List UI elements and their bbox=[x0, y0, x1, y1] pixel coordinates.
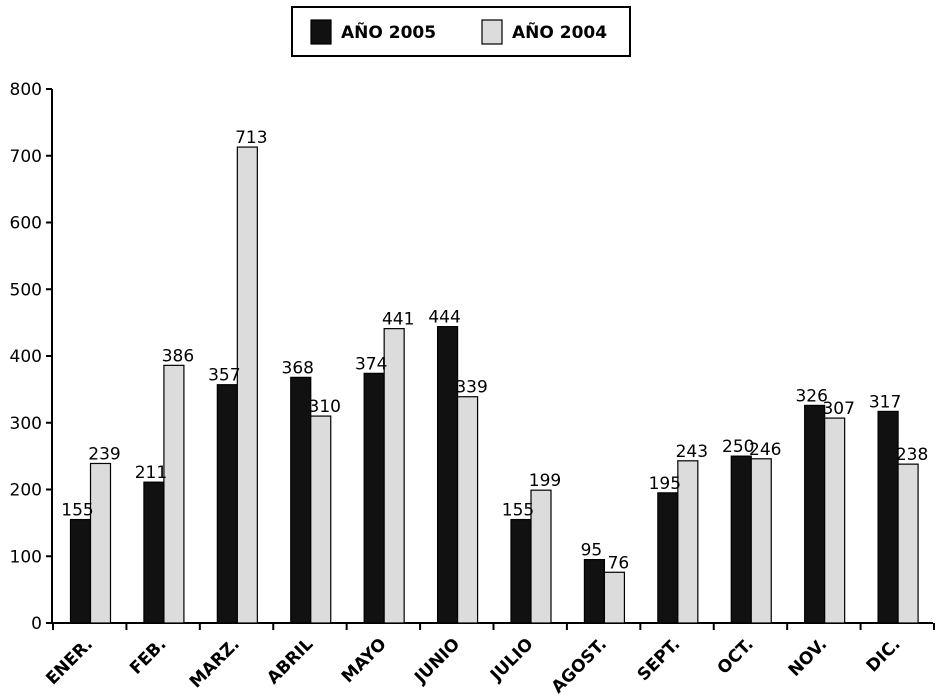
y-tick-label: 200 bbox=[10, 481, 42, 501]
x-tick-label: SEPT. bbox=[634, 634, 685, 685]
data-label: 238 bbox=[896, 445, 928, 465]
y-tick-label: 600 bbox=[10, 214, 42, 234]
x-tick-label: OCT. bbox=[714, 634, 758, 678]
data-label: 374 bbox=[355, 354, 387, 374]
bar-ano-2004 bbox=[236, 146, 258, 624]
y-tick-label: 800 bbox=[10, 80, 42, 100]
bar-ano-2004 bbox=[603, 571, 626, 624]
bar-ano-2005 bbox=[216, 384, 238, 624]
bar-ano-2004 bbox=[456, 396, 479, 624]
data-labels: 155 239 211 386 357 713 368 310 374 441 444 339 155 1… bbox=[61, 128, 928, 573]
x-tick-label: MARZ. bbox=[186, 634, 244, 692]
y-tick-label: 0 bbox=[31, 614, 42, 634]
data-label: 441 bbox=[382, 310, 414, 330]
bar-ano-2005 bbox=[510, 518, 532, 624]
bar-ano-2004 bbox=[530, 489, 552, 624]
x-tick-label: NOV. bbox=[785, 634, 831, 680]
data-label: 239 bbox=[88, 444, 120, 464]
x-tick-label: FEB. bbox=[126, 634, 170, 678]
bar-ano-2005 bbox=[143, 481, 165, 624]
data-label: 368 bbox=[282, 358, 314, 378]
legend-box bbox=[291, 6, 631, 57]
legend-label: AÑO 2005 bbox=[341, 20, 436, 43]
legend-label: AÑO 2004 bbox=[512, 20, 607, 43]
data-label: 243 bbox=[676, 442, 708, 462]
legend-swatch bbox=[310, 19, 332, 45]
bar-ano-2005 bbox=[436, 326, 459, 624]
data-label: 307 bbox=[822, 399, 854, 419]
data-label: 339 bbox=[455, 378, 487, 398]
data-label: 155 bbox=[502, 501, 534, 521]
data-label: 76 bbox=[608, 553, 630, 573]
data-label: 317 bbox=[869, 392, 901, 412]
y-tick-label: 400 bbox=[10, 347, 42, 367]
bar-ano-2004 bbox=[163, 364, 185, 624]
legend-swatch bbox=[481, 19, 503, 45]
bar-ano-2004 bbox=[89, 462, 112, 624]
bar-ano-2005 bbox=[730, 455, 752, 624]
x-tick-label: MAYO bbox=[338, 634, 391, 687]
bar-ano-2005 bbox=[877, 410, 899, 624]
data-label: 199 bbox=[529, 471, 561, 491]
data-label: 195 bbox=[649, 474, 681, 494]
y-tick-label: 300 bbox=[10, 414, 42, 434]
x-tick-label: DIC. bbox=[863, 634, 905, 676]
bar-ano-2004 bbox=[310, 415, 332, 624]
x-tick-label: ABRIL bbox=[263, 634, 317, 688]
data-label: 444 bbox=[428, 308, 460, 328]
bar-ano-2005 bbox=[657, 492, 679, 624]
y-tick-label: 700 bbox=[10, 147, 42, 167]
data-label: 211 bbox=[135, 463, 167, 483]
bar-ano-2004 bbox=[824, 417, 846, 624]
y-tick-label: 500 bbox=[10, 280, 42, 300]
x-tick-label: JUNIO bbox=[410, 634, 464, 688]
bar-ano-2004 bbox=[677, 460, 699, 624]
data-label: 386 bbox=[162, 346, 194, 366]
bar-ano-2004 bbox=[383, 328, 405, 624]
data-label: 310 bbox=[309, 397, 341, 417]
x-tick-label: JULIO bbox=[486, 634, 537, 685]
data-label: 95 bbox=[581, 541, 603, 561]
data-label: 357 bbox=[208, 366, 240, 386]
y-tick-label: 100 bbox=[10, 547, 42, 567]
bar-ano-2004 bbox=[750, 458, 772, 624]
data-label: 326 bbox=[795, 386, 827, 406]
bar-ano-2005 bbox=[363, 372, 385, 624]
data-label: 246 bbox=[749, 440, 781, 460]
data-label: 155 bbox=[61, 501, 93, 521]
bar-ano-2005 bbox=[69, 518, 92, 624]
bar-ano-2004 bbox=[897, 463, 919, 624]
data-label: 250 bbox=[722, 437, 754, 457]
bar-ano-2005 bbox=[583, 558, 606, 624]
bars bbox=[69, 146, 919, 624]
legend: AÑO 2005 AÑO 2004 bbox=[291, 6, 631, 57]
data-label: 713 bbox=[235, 128, 267, 148]
x-tick-label: AGOST. bbox=[548, 634, 611, 697]
bar-ano-2005 bbox=[804, 404, 826, 624]
x-tick-label: ENER. bbox=[42, 634, 97, 689]
